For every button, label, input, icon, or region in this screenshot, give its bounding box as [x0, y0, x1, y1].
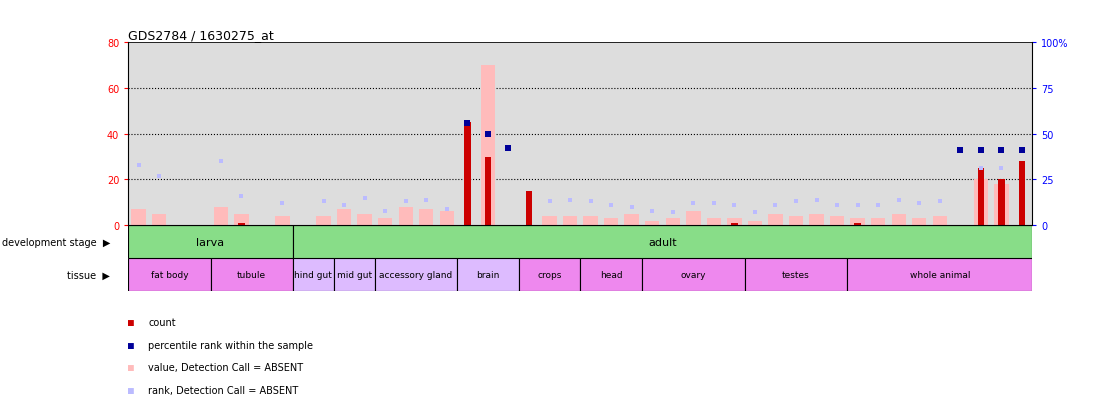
Text: ■: ■ — [128, 385, 134, 395]
Bar — [933, 216, 947, 225]
Bar — [375, 259, 458, 291]
Bar — [440, 212, 454, 225]
Text: value, Detection Call = ABSENT: value, Detection Call = ABSENT — [148, 363, 304, 373]
Text: count: count — [148, 317, 176, 327]
Bar — [276, 216, 290, 225]
Bar — [464, 123, 471, 225]
Text: brain: brain — [477, 270, 500, 279]
Text: ovary: ovary — [681, 270, 706, 279]
Bar — [334, 259, 375, 291]
Bar — [870, 219, 885, 225]
Bar — [211, 259, 292, 291]
Bar — [847, 259, 1032, 291]
Bar — [830, 216, 845, 225]
Bar — [748, 221, 762, 225]
Bar — [584, 216, 598, 225]
Bar — [542, 216, 557, 225]
Bar — [398, 207, 413, 225]
Bar — [519, 259, 580, 291]
Bar — [604, 219, 618, 225]
Bar — [357, 214, 372, 225]
Bar — [645, 221, 660, 225]
Text: tissue  ▶: tissue ▶ — [67, 270, 110, 280]
Bar — [562, 216, 577, 225]
Text: ■: ■ — [128, 317, 134, 327]
Bar — [974, 180, 988, 225]
Bar — [686, 212, 701, 225]
Bar — [855, 223, 860, 225]
Text: rank, Detection Call = ABSENT: rank, Detection Call = ABSENT — [148, 385, 299, 395]
Bar — [132, 210, 146, 225]
Text: testes: testes — [782, 270, 810, 279]
Bar — [316, 216, 330, 225]
Bar — [978, 169, 984, 225]
Bar — [665, 219, 680, 225]
Text: GDS2784 / 1630275_at: GDS2784 / 1630275_at — [128, 29, 275, 42]
Text: ■: ■ — [128, 340, 134, 350]
Text: larva: larva — [196, 237, 224, 247]
Text: crops: crops — [537, 270, 561, 279]
Bar — [642, 259, 744, 291]
Text: development stage  ▶: development stage ▶ — [2, 237, 110, 247]
Text: tubule: tubule — [237, 270, 267, 279]
Bar — [234, 214, 249, 225]
Bar — [625, 214, 638, 225]
Bar — [481, 66, 496, 225]
Bar — [337, 210, 352, 225]
Text: accessory gland: accessory gland — [379, 270, 453, 279]
Bar — [292, 225, 1032, 259]
Bar — [378, 219, 393, 225]
Bar — [458, 259, 519, 291]
Text: head: head — [599, 270, 623, 279]
Text: hind gut: hind gut — [295, 270, 333, 279]
Bar — [580, 259, 642, 291]
Bar — [292, 259, 334, 291]
Text: adult: adult — [648, 237, 676, 247]
Bar — [731, 223, 738, 225]
Bar — [994, 185, 1009, 225]
Text: whole animal: whole animal — [910, 270, 970, 279]
Bar — [744, 259, 847, 291]
Bar — [128, 259, 211, 291]
Bar — [998, 180, 1004, 225]
Bar — [789, 216, 804, 225]
Text: fat body: fat body — [151, 270, 189, 279]
Bar — [850, 219, 865, 225]
Bar — [892, 214, 906, 225]
Bar — [213, 207, 228, 225]
Bar — [238, 223, 244, 225]
Text: mid gut: mid gut — [337, 270, 372, 279]
Bar — [526, 191, 532, 225]
Bar — [484, 157, 491, 225]
Bar — [768, 214, 782, 225]
Bar — [728, 219, 742, 225]
Bar — [912, 219, 926, 225]
Text: percentile rank within the sample: percentile rank within the sample — [148, 340, 314, 350]
Bar — [152, 214, 166, 225]
Text: ■: ■ — [128, 363, 134, 373]
Bar — [809, 214, 824, 225]
Bar — [418, 210, 433, 225]
Bar — [1019, 162, 1026, 225]
Bar — [128, 225, 292, 259]
Bar — [706, 219, 721, 225]
